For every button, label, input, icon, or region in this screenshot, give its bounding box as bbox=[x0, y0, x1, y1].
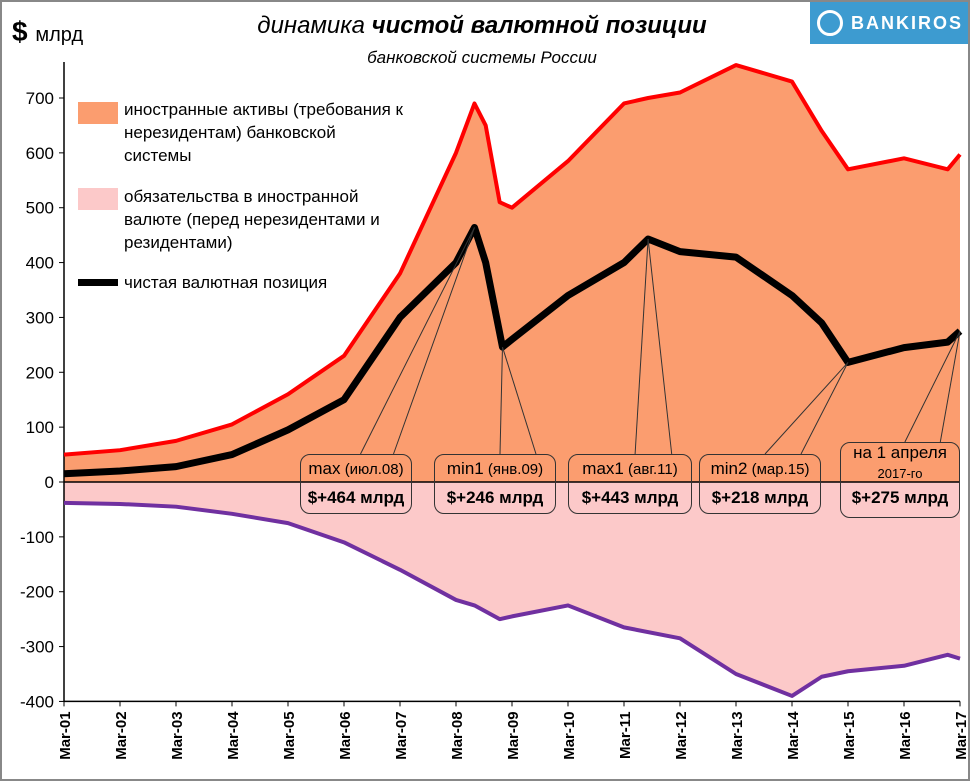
x-tick-label: Mar-11 bbox=[617, 711, 634, 759]
annotation-value: $+246 млрд bbox=[446, 488, 544, 507]
series-line-0 bbox=[63, 63, 962, 457]
legend-assets: иностранные активы (требования к нерезид… bbox=[124, 100, 403, 165]
y-tick-label: -300 bbox=[20, 638, 54, 657]
callout-line bbox=[800, 362, 849, 455]
y-axis-unit: $ млрд bbox=[12, 16, 83, 48]
x-tick-label: Mar-13 bbox=[729, 711, 746, 759]
callout-line bbox=[393, 227, 475, 455]
x-tick-label: Mar-10 bbox=[561, 711, 578, 759]
x-tick-label: Mar-06 bbox=[337, 711, 354, 759]
callout-line bbox=[360, 227, 475, 455]
y-tick-label: 200 bbox=[26, 363, 54, 382]
annotation-label: max (июл.08) bbox=[308, 459, 404, 478]
y-tick-label: -100 bbox=[20, 528, 54, 547]
x-tick-label: Mar-09 bbox=[505, 711, 522, 759]
series-line-2 bbox=[63, 223, 963, 478]
y-tick-label: 600 bbox=[26, 144, 54, 163]
bankiros-logo: BANKIROS bbox=[810, 2, 968, 44]
annotation-box: на 1 апреля 2017-го $+275 млрд bbox=[840, 442, 960, 518]
legend-swatch-assets bbox=[78, 102, 118, 124]
annotation-value: $+218 млрд bbox=[711, 488, 809, 507]
callout-line bbox=[764, 362, 849, 455]
area-0 bbox=[64, 65, 960, 483]
callout-line bbox=[634, 238, 649, 455]
annotation-value: $+275 млрд bbox=[851, 488, 949, 507]
annotation-box: min1 (янв.09) $+246 млрд bbox=[434, 454, 556, 514]
x-tick-label: Mar-05 bbox=[281, 711, 298, 759]
annotation-label: min2 (мар.15) bbox=[710, 459, 810, 478]
x-tick-label: Mar-08 bbox=[449, 711, 466, 759]
callout-line bbox=[499, 347, 503, 455]
y-tick-label: 300 bbox=[26, 308, 54, 327]
x-tick-label: Mar-07 bbox=[393, 711, 410, 759]
legend-swatch-liabilities bbox=[78, 188, 118, 210]
callout-line bbox=[904, 330, 961, 443]
annotation-box: min2 (мар.15) $+218 млрд bbox=[699, 454, 821, 514]
annotation-box: max1 (авг.11) $+443 млрд bbox=[568, 454, 692, 514]
chart-title: динамика чистой валютной позиции bbox=[202, 12, 762, 40]
y-tick-label: 100 bbox=[26, 418, 54, 437]
x-tick-label: Mar-02 bbox=[113, 711, 130, 759]
y-tick-label: -400 bbox=[20, 692, 54, 711]
y-tick-label: -200 bbox=[20, 583, 54, 602]
logo-icon bbox=[816, 10, 843, 36]
legend-net: чистая валютная позиция bbox=[124, 273, 328, 292]
y-tick-label: 400 bbox=[26, 254, 54, 273]
x-tick-label: Mar-12 bbox=[673, 711, 690, 759]
area-1 bbox=[64, 482, 960, 696]
annotation-box: max (июл.08) $+464 млрд bbox=[300, 454, 412, 514]
x-tick-label: Mar-15 bbox=[841, 711, 858, 759]
annotation-label: max1 (авг.11) bbox=[582, 459, 678, 478]
logo-text: BANKIROS bbox=[850, 12, 963, 33]
x-tick-label: Mar-01 bbox=[57, 711, 74, 759]
y-axis-label: млрд bbox=[35, 24, 84, 46]
dollar-sign: $ bbox=[12, 16, 28, 47]
x-tick-label: Mar-17 bbox=[953, 711, 970, 759]
legend-liabilities: обязательства в иностранной валюте (пере… bbox=[124, 187, 380, 252]
title-prefix: динамика bbox=[257, 12, 365, 39]
annotation-value: $+443 млрд bbox=[581, 488, 679, 507]
x-tick-label: Mar-14 bbox=[785, 711, 802, 760]
legend-swatch-net bbox=[78, 279, 118, 286]
annotation-value: $+464 млрд bbox=[307, 488, 405, 507]
title-bold: чистой валютной позиции bbox=[371, 12, 707, 39]
callout-line bbox=[502, 346, 537, 455]
callout-line bbox=[939, 331, 961, 443]
annotation-label: min1 (янв.09) bbox=[446, 459, 544, 478]
x-tick-label: Mar-03 bbox=[169, 711, 186, 759]
callout-line bbox=[647, 238, 673, 455]
series-line-1 bbox=[63, 500, 961, 698]
annotation-label: на 1 апреля 2017-го bbox=[853, 443, 947, 481]
x-tick-label: Mar-04 bbox=[225, 711, 242, 760]
y-tick-label: 700 bbox=[26, 89, 54, 108]
x-tick-label: Mar-16 bbox=[897, 711, 914, 759]
y-tick-label: 500 bbox=[26, 199, 54, 218]
y-tick-label: 0 bbox=[45, 473, 54, 492]
chart-subtitle: банковской системы России bbox=[367, 48, 597, 67]
